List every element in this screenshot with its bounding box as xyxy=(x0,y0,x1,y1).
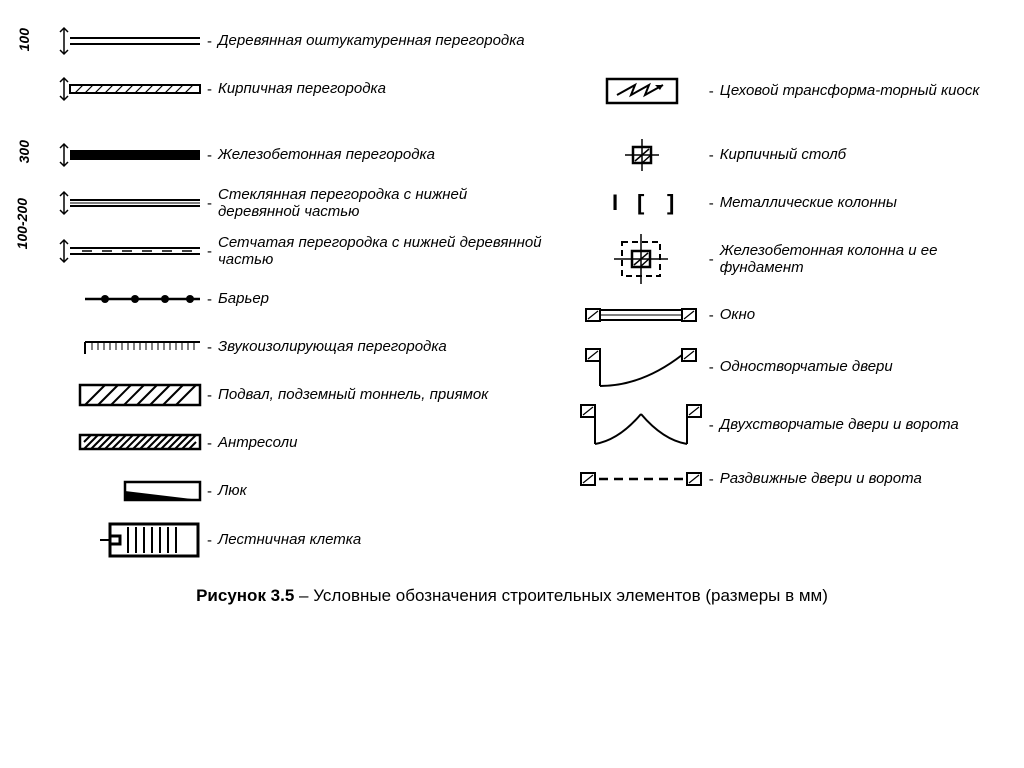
legend-label: Железобетонная перегородка xyxy=(218,146,435,163)
legend-row: - Антресоли xyxy=(30,422,547,464)
symbol-basement-tunnel xyxy=(30,380,205,410)
legend-row: - Деревянная оштукатуренная перегородка xyxy=(30,20,547,62)
dash: - xyxy=(207,483,212,500)
legend-row: - Двухстворчатые двери и ворота xyxy=(577,398,994,452)
dash: - xyxy=(709,307,714,324)
dash: - xyxy=(709,417,714,434)
symbol-brick-partition xyxy=(30,76,205,102)
legend-label: Стеклянная перегородка с нижней деревянн… xyxy=(218,186,547,221)
legend-label: Металлические колонны xyxy=(720,194,897,211)
symbol-barrier xyxy=(30,291,205,307)
legend-row: - Раздвижные двери и ворота xyxy=(577,458,994,500)
legend-label: Деревянная оштукатуренная перегородка xyxy=(218,32,525,49)
legend-label: Цеховой трансформа-торный киоск xyxy=(720,82,980,99)
dash: - xyxy=(207,33,212,50)
symbol-single-door xyxy=(577,344,707,390)
legend-label: Раздвижные двери и ворота xyxy=(720,470,922,487)
caption-prefix: Рисунок 3.5 xyxy=(196,586,294,605)
dash: - xyxy=(207,147,212,164)
symbol-reinforced-concrete-partition xyxy=(30,142,205,168)
dash: - xyxy=(207,243,212,260)
symbol-metal-columns: I [ ] xyxy=(577,188,707,218)
caption-text: – Условные обозначения строительных элем… xyxy=(294,586,828,605)
svg-text:[: [ xyxy=(637,190,645,215)
dash: - xyxy=(207,435,212,452)
dash: - xyxy=(207,387,212,404)
dim-100-200: 100-200 xyxy=(14,198,30,249)
dim-100: 100 xyxy=(16,28,32,51)
legend-label: Окно xyxy=(720,306,755,323)
legend-label: Двухстворчатые двери и ворота xyxy=(720,416,959,433)
symbol-soundproof-partition xyxy=(30,336,205,358)
legend-columns: - Деревянная оштукатуренная перегородка xyxy=(30,20,994,568)
legend-row: - Кирпичная перегородка xyxy=(30,68,547,110)
legend-row: - Люк xyxy=(30,470,547,512)
symbol-transformer-kiosk xyxy=(577,73,707,109)
legend-row: - Стеклянная перегородка с нижней деревя… xyxy=(30,182,547,224)
legend-row: - Барьер xyxy=(30,278,547,320)
legend-row: - Кирпичный столб xyxy=(577,134,994,176)
legend-label: Барьер xyxy=(218,290,269,307)
legend-label: Лестничная клетка xyxy=(218,531,361,548)
dash: - xyxy=(207,195,212,212)
dash: - xyxy=(207,532,212,549)
legend-row: - Лестничная клетка xyxy=(30,518,547,562)
dash: - xyxy=(709,195,714,212)
dash: - xyxy=(709,83,714,100)
legend-row: - Цеховой трансформа-торный киоск xyxy=(577,70,994,112)
svg-text:I: I xyxy=(612,190,618,215)
legend-label: Звукоизолирующая перегородка xyxy=(218,338,447,355)
legend-row: - Звукоизолирующая перегородка xyxy=(30,326,547,368)
legend-label: Одностворчатые двери xyxy=(720,358,893,375)
symbol-double-door xyxy=(577,400,707,450)
dash: - xyxy=(207,81,212,98)
dash: - xyxy=(709,359,714,376)
dim-300: 300 xyxy=(16,140,32,163)
symbol-stairwell xyxy=(30,518,205,562)
symbol-concrete-column xyxy=(577,232,707,286)
symbol-glass-partition xyxy=(30,190,205,216)
symbol-brick-pillar xyxy=(577,135,707,175)
svg-text:]: ] xyxy=(667,190,674,215)
legend-row: I [ ] - Металлические колонны xyxy=(577,182,994,224)
legend-label: Сетчатая перегородка с нижней деревянной… xyxy=(218,234,547,269)
figure-caption: Рисунок 3.5 – Условные обозначения строи… xyxy=(30,586,994,606)
legend-row: - Железобетонная перегородка xyxy=(30,134,547,176)
symbol-mezzanine xyxy=(30,431,205,455)
legend-row: - Окно xyxy=(577,294,994,336)
right-column: - Цеховой трансформа-торный киоск - Кирп… xyxy=(577,20,994,568)
dash: - xyxy=(207,291,212,308)
symbol-wooden-plastered-partition xyxy=(30,24,205,58)
symbol-hatch xyxy=(30,478,205,504)
legend-label: Кирпичная перегородка xyxy=(218,80,386,97)
legend-row: - Подвал, подземный тоннель, приямок xyxy=(30,374,547,416)
legend-row: - Одностворчатые двери xyxy=(577,342,994,392)
legend-label: Антресоли xyxy=(218,434,297,451)
legend-label: Железобетонная колонна и ее фундамент xyxy=(720,242,994,277)
dash: - xyxy=(207,339,212,356)
symbol-window xyxy=(577,304,707,326)
symbol-sliding-door xyxy=(577,466,707,492)
symbol-mesh-partition xyxy=(30,238,205,264)
dash: - xyxy=(709,471,714,488)
legend-label: Подвал, подземный тоннель, приямок xyxy=(218,386,488,403)
dash: - xyxy=(709,147,714,164)
legend-label: Кирпичный столб xyxy=(720,146,846,163)
left-column: - Деревянная оштукатуренная перегородка xyxy=(30,20,547,568)
legend-row: - Железобетонная колонна и ее фундамент xyxy=(577,230,994,288)
legend-label: Люк xyxy=(218,482,247,499)
legend-row: - Сетчатая перегородка с нижней деревянн… xyxy=(30,230,547,272)
dash: - xyxy=(709,251,714,268)
